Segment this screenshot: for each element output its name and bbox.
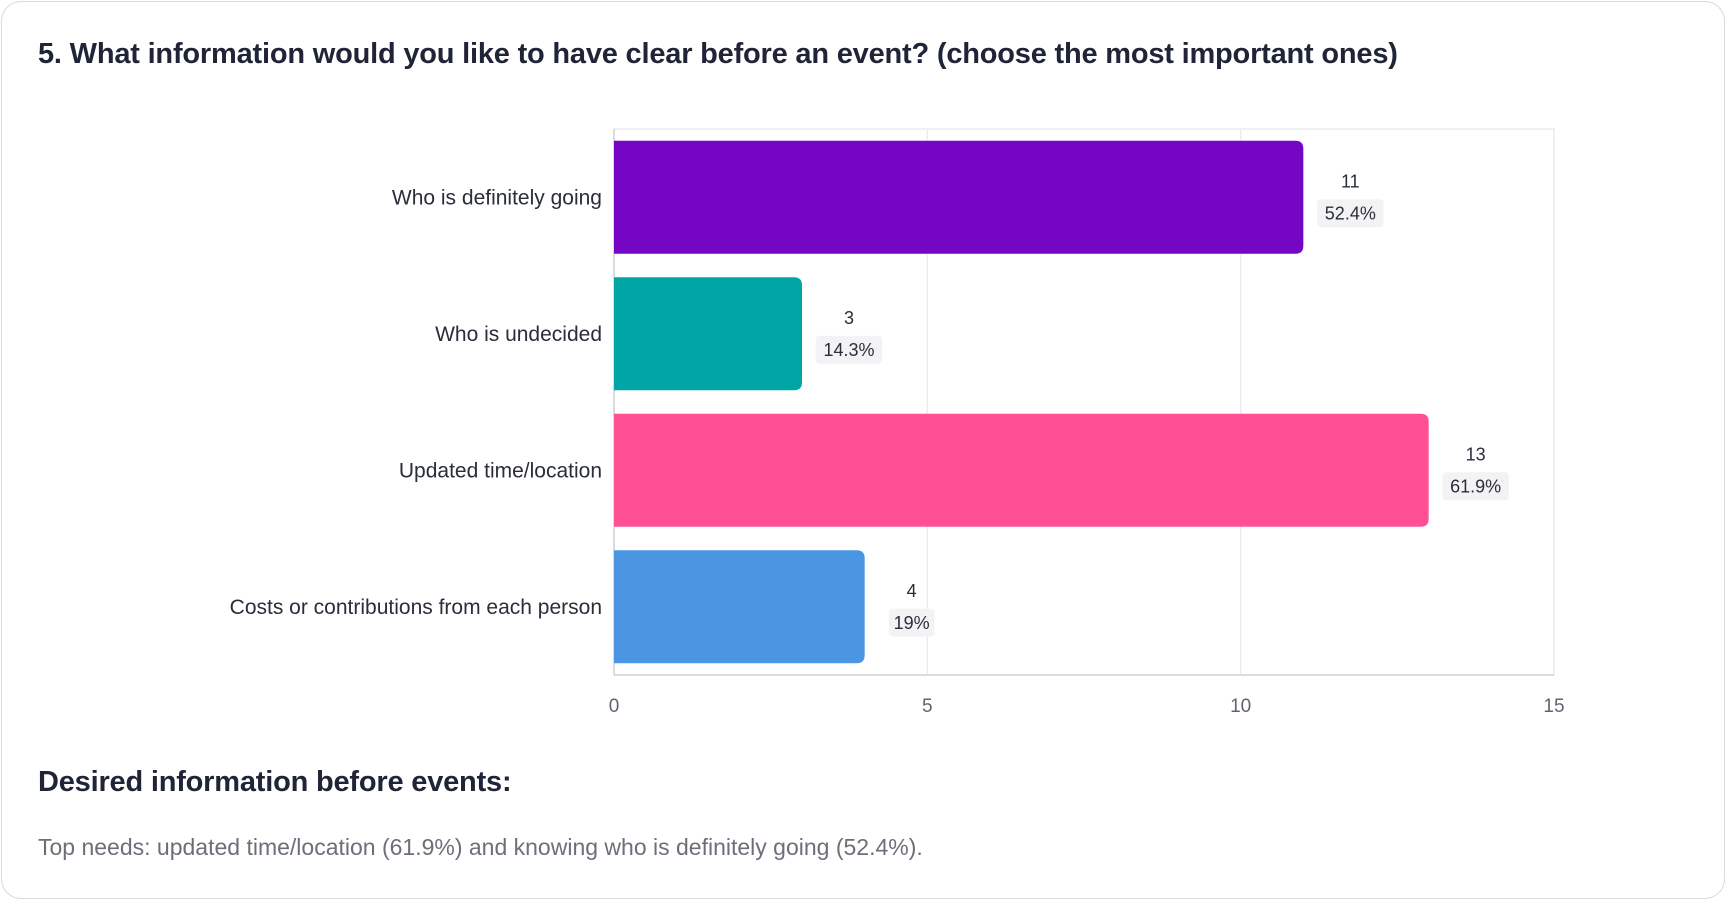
category-label: Costs or contributions from each person xyxy=(230,596,602,619)
x-tick-label: 0 xyxy=(609,696,620,717)
bar-chart: 0 5 10 15 Who is definitely going 11 52.4% Who … xyxy=(2,112,1728,732)
bar xyxy=(614,277,802,391)
bar xyxy=(614,140,1304,254)
bar-percent-label: 14.3% xyxy=(823,340,874,360)
percent-badge xyxy=(888,608,935,637)
category-label: Updated time/location xyxy=(399,459,602,482)
percent-badge xyxy=(815,335,883,364)
category-label: Who is undecided xyxy=(435,323,602,346)
bar-percent-label: 52.4% xyxy=(1325,203,1376,223)
percent-badge xyxy=(1317,199,1384,228)
bar xyxy=(614,550,865,664)
x-tick-label: 10 xyxy=(1230,696,1251,717)
bar-chart-svg: 0 5 10 15 Who is definitely going 11 52.4% Who … xyxy=(230,128,1565,717)
summary-text: Top needs: updated time/location (61.9%)… xyxy=(38,834,923,860)
bar-count-label: 13 xyxy=(1466,444,1486,464)
bar-count-label: 3 xyxy=(844,308,854,328)
bar-percent-label: 61.9% xyxy=(1450,476,1501,496)
bar xyxy=(614,413,1429,527)
bar-count-label: 11 xyxy=(1341,171,1360,191)
category-label: Who is definitely going xyxy=(392,186,602,209)
bar-percent-label: 19% xyxy=(894,613,930,633)
percent-badge xyxy=(1442,472,1509,501)
bar-count-label: 4 xyxy=(907,581,917,601)
summary-heading: Desired information before events: xyxy=(38,766,512,798)
x-tick-label: 15 xyxy=(1543,696,1564,717)
question-title: 5. What information would you like to ha… xyxy=(38,38,1398,70)
x-tick-label: 5 xyxy=(922,696,933,717)
